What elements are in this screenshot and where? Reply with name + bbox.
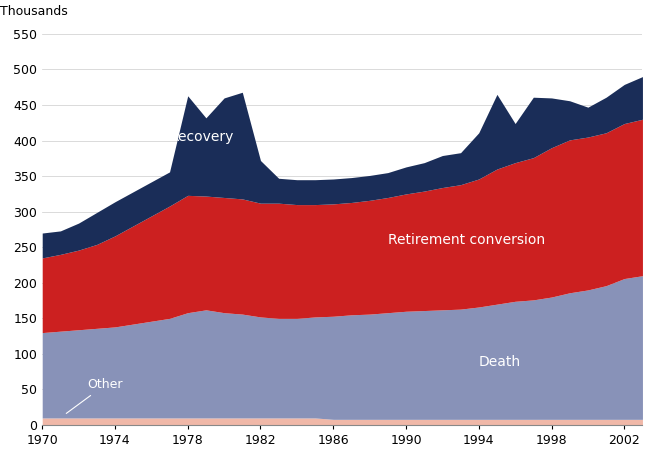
Text: Recovery: Recovery (170, 130, 234, 144)
Text: Retirement conversion: Retirement conversion (388, 233, 545, 247)
Text: Thousands: Thousands (0, 5, 68, 18)
Text: Other: Other (66, 378, 124, 414)
Text: Death: Death (479, 355, 521, 370)
